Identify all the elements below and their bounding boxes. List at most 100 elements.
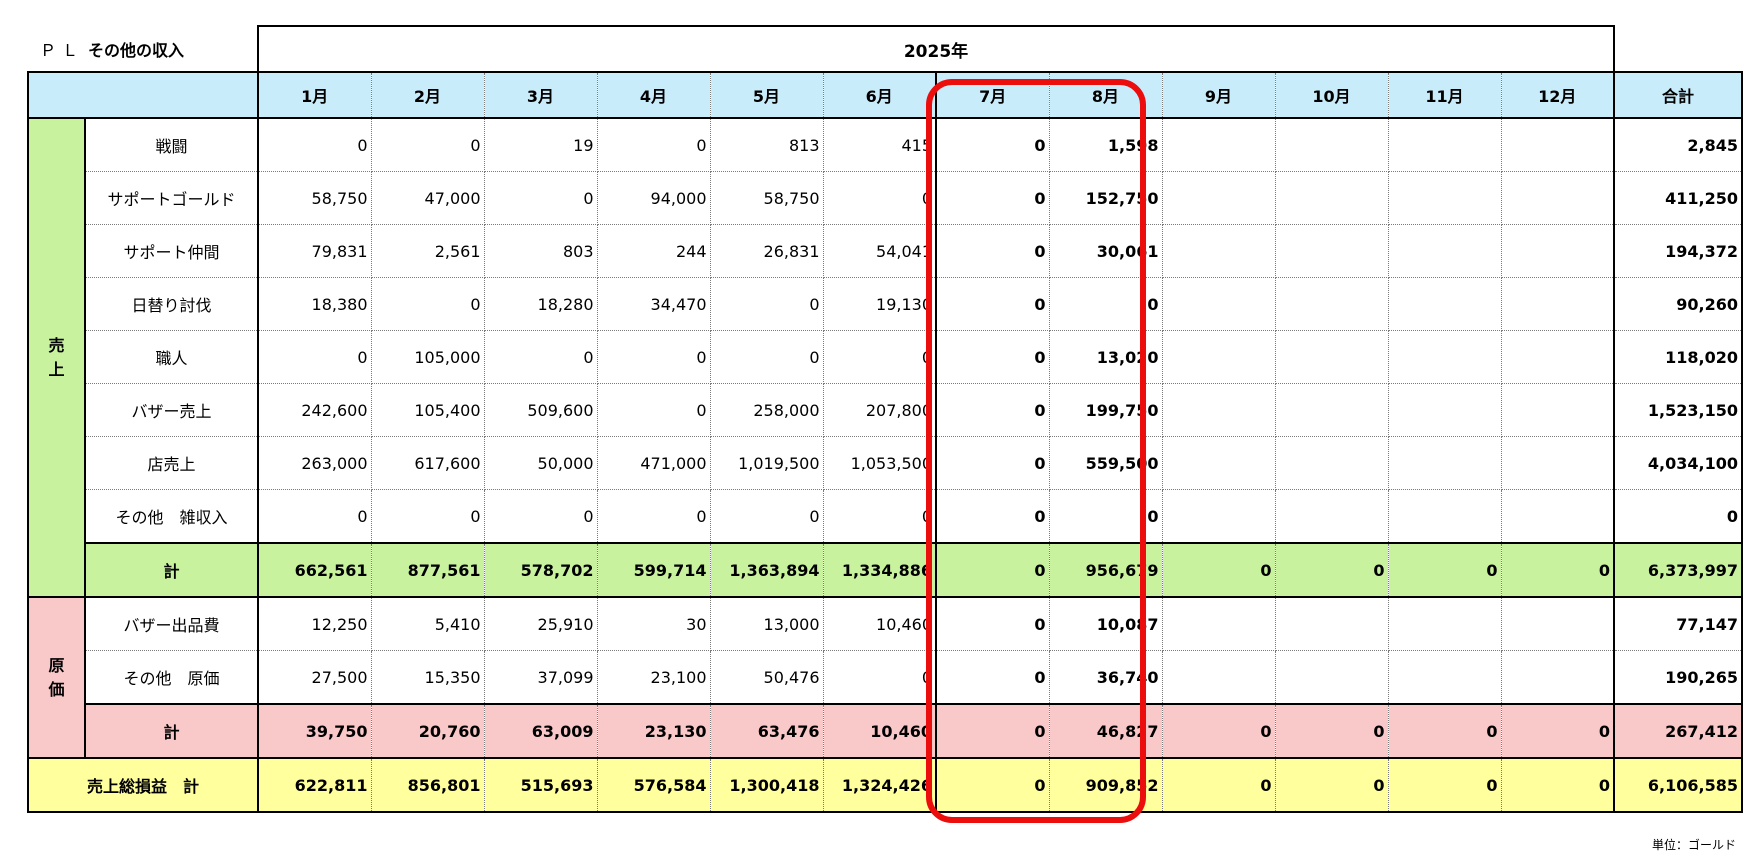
gross-profit-row: 売上総損益 計 622,811 856,801 515,693 576,584 1,300…: [27, 757, 1743, 813]
value-cell: 1,019,500: [709, 436, 824, 490]
row-total: 1,523,150: [1613, 383, 1743, 437]
value-cell: 15,350: [370, 650, 485, 705]
value-cell: 509,600: [483, 383, 598, 437]
value-cell: 258,000: [709, 383, 824, 437]
month-header: 3月: [483, 71, 598, 119]
value-cell: 26,831: [709, 224, 824, 278]
value-cell: [1387, 489, 1502, 544]
pl-table: ＰＬ その他の収入 2025年 1月 2月 3月 4月 5月 6月 7月 8月 9月 10月 11月 12月…: [27, 25, 1743, 813]
value-cell: 0: [596, 489, 711, 544]
value-cell: 0: [1048, 277, 1163, 331]
value-cell: 0: [1500, 757, 1615, 813]
value-cell: 20,760: [370, 703, 485, 759]
value-cell: 0: [935, 224, 1050, 278]
value-cell: 0: [1161, 703, 1276, 759]
value-cell: 0: [1274, 542, 1389, 598]
value-cell: 0: [257, 330, 372, 384]
value-cell: [1274, 224, 1389, 278]
group-char: 売: [48, 335, 65, 355]
value-cell: 0: [935, 489, 1050, 544]
value-cell: 856,801: [370, 757, 485, 813]
value-cell: 1,300,418: [709, 757, 824, 813]
value-cell: [1274, 171, 1389, 225]
value-cell: 58,750: [709, 171, 824, 225]
value-cell: [1161, 330, 1276, 384]
value-cell: [1161, 277, 1276, 331]
month-header-row: 1月 2月 3月 4月 5月 6月 7月 8月 9月 10月 11月 12月 合計: [27, 71, 1743, 119]
value-cell: [1500, 383, 1615, 437]
value-cell: 25,910: [483, 596, 598, 651]
value-cell: [1161, 489, 1276, 544]
value-cell: 27,500: [257, 650, 372, 705]
value-cell: 803: [483, 224, 598, 278]
row-total: 267,412: [1613, 703, 1743, 759]
value-cell: 0: [822, 650, 937, 705]
value-cell: 0: [483, 171, 598, 225]
value-cell: 0: [935, 757, 1050, 813]
month-header: 7月: [935, 71, 1050, 119]
value-cell: 813: [709, 117, 824, 172]
row-label: 戦闘: [84, 117, 259, 172]
value-cell: 50,000: [483, 436, 598, 490]
value-cell: [1500, 117, 1615, 172]
value-cell: 19,130: [822, 277, 937, 331]
value-cell: 0: [709, 489, 824, 544]
month-header: 2月: [370, 71, 485, 119]
row-total: 6,106,585: [1613, 757, 1743, 813]
row-label: その他 雑収入: [84, 489, 259, 544]
value-cell: [1387, 117, 1502, 172]
value-cell: 622,811: [257, 757, 372, 813]
value-cell: 105,000: [370, 330, 485, 384]
value-cell: 5,410: [370, 596, 485, 651]
row-total: 2,845: [1613, 117, 1743, 172]
value-cell: [1500, 277, 1615, 331]
value-cell: 37,099: [483, 650, 598, 705]
value-cell: 0: [1161, 757, 1276, 813]
value-cell: 0: [822, 330, 937, 384]
value-cell: 0: [935, 703, 1050, 759]
month-header: 11月: [1387, 71, 1502, 119]
row-label: 計: [84, 542, 259, 598]
value-cell: 30,061: [1048, 224, 1163, 278]
value-cell: 0: [1274, 757, 1389, 813]
value-cell: [1274, 117, 1389, 172]
sales-group-label: 売上: [27, 117, 86, 598]
value-cell: [1500, 224, 1615, 278]
row-total: 90,260: [1613, 277, 1743, 331]
sheet-title-cell: ＰＬ その他の収入: [28, 26, 258, 72]
value-cell: 0: [709, 277, 824, 331]
cost-total-row: 計 39,750 20,760 63,009 23,130 63,476 10,460 0 46…: [28, 703, 1743, 759]
value-cell: 50,476: [709, 650, 824, 705]
value-cell: [1161, 383, 1276, 437]
value-cell: 263,000: [257, 436, 372, 490]
value-cell: 0: [1387, 757, 1502, 813]
value-cell: 599,714: [596, 542, 711, 598]
value-cell: 576,584: [596, 757, 711, 813]
value-cell: 559,500: [1048, 436, 1163, 490]
value-cell: 36,740: [1048, 650, 1163, 705]
unit-note: 単位：ゴールド: [1651, 838, 1736, 852]
value-cell: 0: [596, 383, 711, 437]
group-char: 価: [48, 679, 65, 699]
value-cell: 30: [596, 596, 711, 651]
value-cell: 0: [1387, 542, 1502, 598]
value-cell: [1500, 489, 1615, 544]
value-cell: [1274, 489, 1389, 544]
row-label: サポート仲間: [84, 224, 259, 278]
value-cell: 18,280: [483, 277, 598, 331]
value-cell: [1161, 117, 1276, 172]
value-cell: 13,020: [1048, 330, 1163, 384]
value-cell: 46,827: [1048, 703, 1163, 759]
month-header: 12月: [1500, 71, 1615, 119]
row-total: 0: [1613, 489, 1743, 544]
value-cell: 207,800: [822, 383, 937, 437]
row-label: バザー売上: [84, 383, 259, 437]
month-header: 10月: [1274, 71, 1389, 119]
value-cell: [1161, 596, 1276, 651]
value-cell: 471,000: [596, 436, 711, 490]
value-cell: 877,561: [370, 542, 485, 598]
value-cell: 617,600: [370, 436, 485, 490]
value-cell: 0: [935, 650, 1050, 705]
value-cell: 0: [935, 436, 1050, 490]
